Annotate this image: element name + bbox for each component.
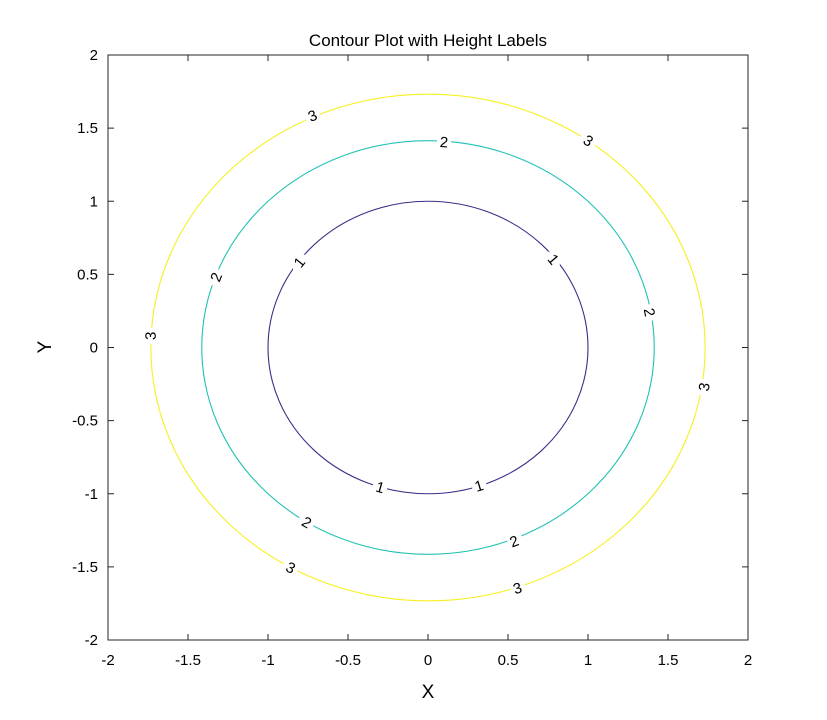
contour-line-level-1 <box>267 200 589 495</box>
x-tick-label: -1.5 <box>175 652 201 669</box>
contour-level-label: 2 <box>439 134 448 152</box>
x-tick-label: -2 <box>101 652 114 669</box>
y-tick-label: -1.5 <box>72 559 98 576</box>
x-tick-label: 0 <box>424 652 432 669</box>
contour-label-gap <box>437 134 451 151</box>
contour-label-gap <box>299 515 314 531</box>
contour-level-label: 3 <box>696 381 714 392</box>
contour-label-gap <box>581 133 595 150</box>
y-tick-label: -1 <box>85 486 98 503</box>
y-tick-label: 0.5 <box>77 266 98 283</box>
contour-label-gap <box>144 327 159 344</box>
y-tick-label: 1 <box>90 193 98 210</box>
x-tick-label: 0.5 <box>498 652 519 669</box>
x-tick-label: 2 <box>744 652 752 669</box>
contour-label-gap <box>510 580 525 597</box>
contour-line-level-2 <box>201 140 655 555</box>
axis-ticks <box>107 54 749 641</box>
contour-label-gap <box>641 304 656 321</box>
contour-label-gap <box>697 378 712 395</box>
x-axis-label: X <box>422 682 435 703</box>
x-tick-label: -0.5 <box>335 652 361 669</box>
x-tick-label: 1.5 <box>658 652 679 669</box>
contour-label-gap <box>305 108 320 125</box>
contour-level-label: 2 <box>640 307 658 318</box>
contour-label-gap <box>373 479 387 496</box>
plot-area <box>107 54 749 641</box>
x-tick-label: 1 <box>584 652 592 669</box>
contour-level-label: 3 <box>142 331 159 340</box>
contour-lines <box>150 93 706 602</box>
contour-label-gap <box>283 560 298 577</box>
contour-label-gap <box>293 254 307 271</box>
y-tick-label: 0 <box>90 340 98 357</box>
contour-label-gap <box>545 251 560 268</box>
y-axis-label: Y <box>35 340 56 353</box>
contour-label-gap <box>209 269 224 286</box>
y-tick-label: 2 <box>90 47 98 64</box>
y-tick-label: -2 <box>85 632 98 649</box>
chart-title: Contour Plot with Height Labels <box>309 31 547 50</box>
contour-label-gap <box>472 478 487 495</box>
y-tick-label: -0.5 <box>72 413 98 430</box>
y-tick-label: 1.5 <box>77 120 98 137</box>
tick-labels: -2 -1.5 -1 -0.5 0 0.5 1 1.5 2 -2 -1.5 -1 -0.5 0 0.5 1 1.… <box>72 47 752 669</box>
x-tick-label: -1 <box>261 652 274 669</box>
contour-label-gap <box>507 534 522 551</box>
contour-line-level-3 <box>150 93 706 602</box>
